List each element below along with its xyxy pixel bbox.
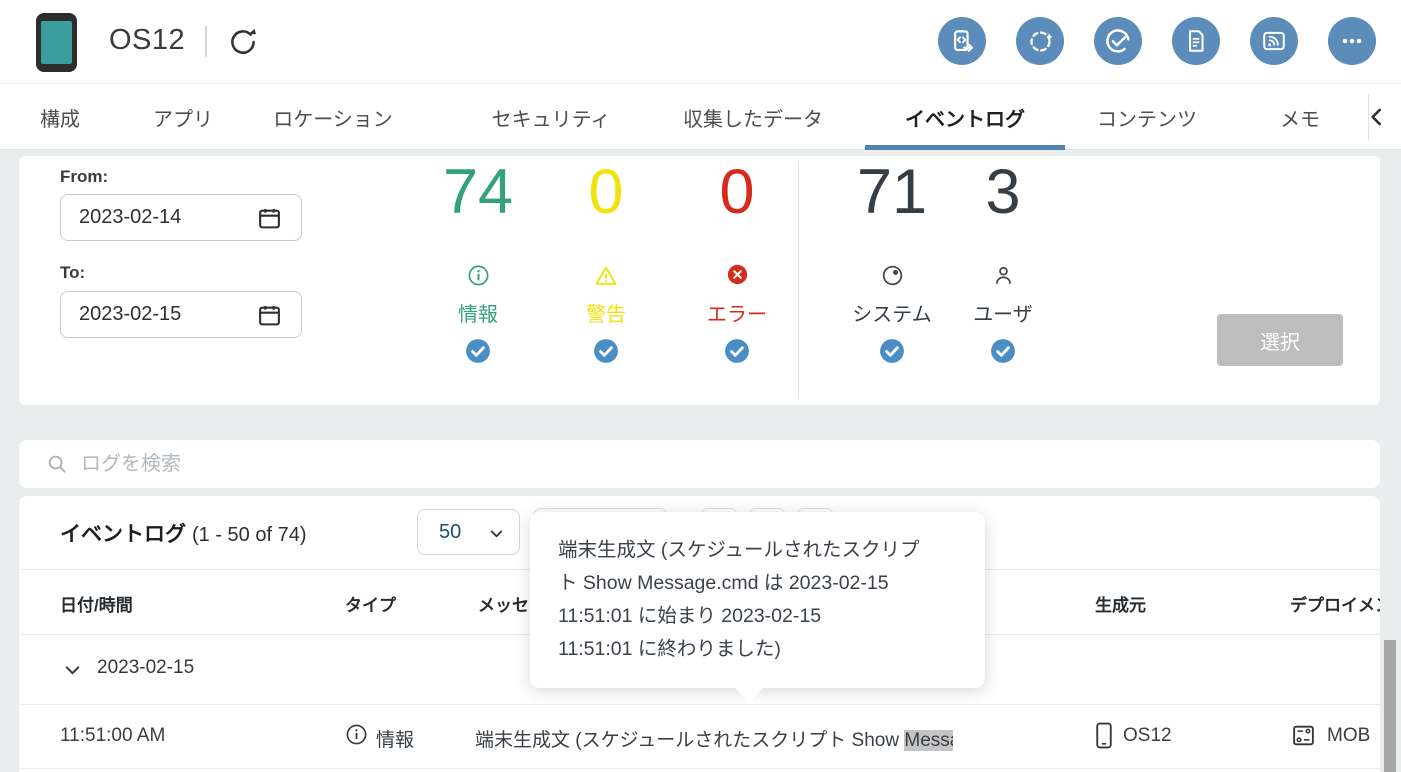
warning-filter-checkbox[interactable] [593, 338, 619, 364]
col-type: タイプ [345, 596, 396, 615]
device-icon [36, 13, 77, 72]
stats-divider [798, 162, 799, 399]
vertical-scrollbar-thumb[interactable] [1384, 640, 1396, 772]
device-source-icon [1095, 722, 1113, 755]
refresh-icon[interactable] [226, 25, 260, 59]
search-icon [46, 453, 69, 481]
stat-info: 74 情報 [398, 156, 558, 386]
to-label: To: [60, 263, 86, 282]
stat-user: 3 ユーザ [923, 156, 1083, 386]
page-title: OS12 [109, 24, 186, 56]
error-icon [657, 264, 817, 290]
more-button[interactable] [1328, 17, 1376, 65]
row-type: 情報 [376, 730, 415, 751]
hovered-message-fragment[interactable]: Message.… [904, 730, 953, 751]
tab-location[interactable]: ロケーション [273, 108, 393, 131]
system-filter-checkbox[interactable] [879, 338, 905, 364]
row-deployment: MOB [1327, 725, 1371, 746]
system-icon [812, 264, 972, 292]
tab-content[interactable]: コンテンツ [1097, 108, 1197, 131]
from-date-input[interactable]: 2023-02-14 [60, 194, 302, 241]
message-tooltip: 端末生成文 (スケジュールされたスクリプ ト Show Message.cmd … [530, 512, 985, 703]
system-label: システム [852, 304, 932, 326]
error-label: エラー [707, 304, 767, 326]
info-type-icon [345, 723, 368, 752]
header-actions [938, 17, 1376, 65]
user-icon [923, 264, 1083, 292]
deployment-icon [1291, 723, 1316, 754]
stat-error: 0 エラー [657, 156, 817, 386]
tooltip-arrow [735, 688, 763, 703]
page-size-select[interactable]: 50 [417, 509, 520, 555]
row-time: 11:51:00 AM [60, 725, 166, 746]
device-screen [41, 21, 72, 64]
header-divider [205, 26, 207, 57]
table-row[interactable]: 11:51:00 AM 情報 端末生成文 (スケジュールされたスクリプト Sho… [19, 705, 1380, 769]
row-source: OS12 [1123, 725, 1172, 746]
error-count: 0 [719, 157, 755, 227]
log-filter-panel: From: 2023-02-14 To: 2023-02-15 74 情報 [19, 156, 1380, 405]
info-filter-checkbox[interactable] [465, 338, 491, 364]
tab-event-log[interactable]: イベントログ [905, 84, 1025, 150]
warning-icon [526, 264, 686, 293]
result-range: (1 - 50 of 74) [192, 524, 307, 546]
user-count: 3 [985, 157, 1021, 227]
from-label: From: [60, 167, 109, 186]
system-count: 71 [856, 157, 928, 227]
calendar-icon[interactable] [257, 303, 282, 333]
group-date-label: 2023-02-15 [97, 657, 195, 678]
broadcast-button[interactable] [1250, 17, 1298, 65]
warning-count: 0 [588, 157, 624, 227]
warning-label: 警告 [586, 304, 626, 326]
tab-apps[interactable]: アプリ [153, 108, 213, 131]
col-date-time: 日付/時間 [60, 596, 133, 615]
event-log-title: イベントログ (1 - 50 of 74) [60, 523, 307, 546]
document-button[interactable] [1172, 17, 1220, 65]
select-button[interactable]: 選択 [1217, 314, 1343, 366]
error-filter-checkbox[interactable] [724, 338, 750, 364]
log-search-bar [19, 440, 1380, 488]
scheduled-check-button[interactable] [1094, 17, 1142, 65]
tab-memo[interactable]: メモ [1280, 108, 1320, 131]
sync-button[interactable] [1016, 17, 1064, 65]
info-icon [398, 264, 558, 292]
tab-security[interactable]: セキュリティ [491, 108, 611, 131]
tab-bar: 構成 アプリ ロケーション セキュリティ 収集したデータ イベントログ コンテン… [0, 84, 1401, 150]
col-deployment: デプロイメント [1290, 596, 1380, 615]
info-count: 74 [442, 157, 514, 227]
chevron-down-icon[interactable] [62, 660, 83, 686]
tab-configuration[interactable]: 構成 [40, 108, 80, 131]
stat-warning: 0 警告 [526, 156, 686, 386]
info-label: 情報 [458, 304, 498, 326]
col-source: 生成元 [1095, 596, 1146, 615]
calendar-icon[interactable] [257, 206, 282, 236]
tab-collected-data[interactable]: 収集したデータ [683, 108, 823, 131]
script-push-button[interactable] [938, 17, 986, 65]
date-group-row[interactable]: 2023-02-15 [19, 635, 1380, 705]
header: OS12 [0, 0, 1401, 84]
to-date-input[interactable]: 2023-02-15 [60, 291, 302, 338]
chevron-down-icon [490, 530, 503, 538]
user-filter-checkbox[interactable] [990, 338, 1016, 364]
tabbar-divider [1368, 94, 1369, 140]
row-message[interactable]: 端末生成文 (スケジュールされたスクリプト Show Message.… [475, 725, 953, 752]
chevron-left-icon[interactable] [1364, 104, 1390, 130]
user-label: ユーザ [973, 304, 1033, 326]
search-input[interactable] [19, 440, 1380, 488]
stat-system: 71 システム [812, 156, 972, 386]
